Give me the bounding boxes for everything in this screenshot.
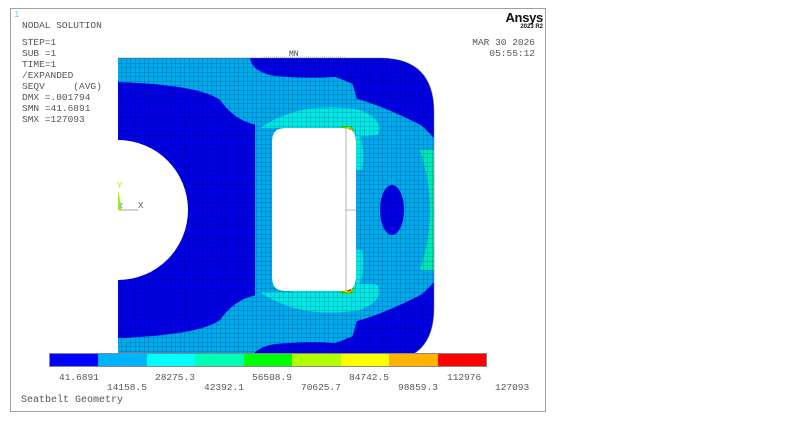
triad-z-label: Z <box>119 203 123 211</box>
coordinate-triad: Y X Z <box>117 181 144 211</box>
info-sub: SUB =1 <box>22 48 57 59</box>
info-expanded: /EXPANDED <box>22 70 74 81</box>
legend-band-5 <box>243 354 293 366</box>
legend-value: 70625.7 <box>301 382 341 393</box>
window-number: 1 <box>14 10 20 20</box>
info-smx: SMX =127093 <box>22 114 85 125</box>
legend-band-3 <box>146 354 196 366</box>
legend-band-9 <box>437 354 486 366</box>
legend-value: 42392.1 <box>204 382 244 393</box>
legend-band-4 <box>195 354 244 366</box>
info-step: STEP=1 <box>22 37 57 48</box>
legend-value: 84742.5 <box>349 372 389 383</box>
brand-version: 2023 R2 <box>520 24 543 30</box>
legend-band-8 <box>389 354 438 366</box>
legend-value: 14158.5 <box>107 382 147 393</box>
legend-value: 112976 <box>447 372 482 383</box>
min-marker: MN <box>289 50 299 59</box>
legend-value: 56508.9 <box>252 372 292 383</box>
triad-y-label: Y <box>117 181 123 191</box>
contour-legend-bar <box>49 353 487 367</box>
info-seqv: SEQV (AVG) <box>22 81 102 92</box>
ansys-logo: Ansys 2023 R2 <box>505 11 543 31</box>
legend-band-1 <box>50 354 99 366</box>
legend-value: 28275.3 <box>155 372 195 383</box>
legend-value: 98859.3 <box>398 382 438 393</box>
legend-band-2 <box>98 354 147 366</box>
legend-band-6 <box>292 354 341 366</box>
info-smn: SMN =41.6891 <box>22 103 91 114</box>
info-time: TIME=1 <box>22 59 57 70</box>
triad-x-label: X <box>138 201 144 211</box>
brand-name: Ansys <box>505 10 543 25</box>
legend-value: 127093 <box>495 382 530 393</box>
plot-time: 05:55:12 <box>489 48 535 59</box>
plot-title: NODAL SOLUTION <box>22 20 102 31</box>
stress-contours <box>118 58 434 362</box>
legend-band-7 <box>340 354 390 366</box>
legend-value: 41.6891 <box>59 372 99 383</box>
info-dmx: DMX =.001794 <box>22 92 91 103</box>
model-title: Seatbelt Geometry <box>21 395 124 406</box>
plot-date: MAR 30 2026 <box>472 37 535 48</box>
